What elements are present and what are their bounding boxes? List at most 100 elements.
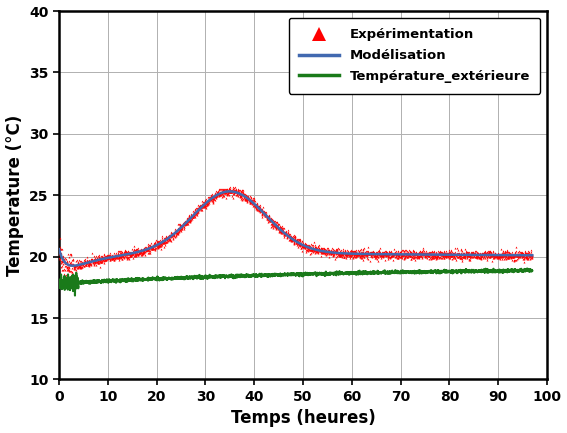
Point: [385, 249, 394, 256]
Point: [119, 254, 128, 261]
Point: [108, 253, 117, 260]
Point: [446, 250, 455, 257]
Point: [460, 251, 469, 258]
Point: [497, 246, 506, 252]
Point: [218, 192, 227, 199]
Point: [402, 251, 411, 258]
Point: [296, 243, 305, 250]
Point: [492, 252, 501, 259]
Point: [354, 247, 363, 254]
Point: [236, 193, 245, 200]
Point: [65, 257, 74, 264]
Point: [214, 192, 223, 199]
Point: [383, 252, 392, 259]
Point: [356, 254, 365, 261]
Point: [219, 185, 228, 192]
Point: [235, 193, 244, 200]
Point: [419, 252, 428, 259]
Point: [230, 187, 239, 194]
Point: [451, 250, 460, 257]
Point: [352, 250, 361, 257]
Point: [395, 253, 404, 260]
Point: [328, 250, 337, 257]
Point: [311, 248, 320, 255]
Point: [309, 246, 318, 253]
Point: [56, 246, 65, 252]
Point: [308, 246, 318, 253]
Point: [212, 188, 221, 195]
Point: [325, 247, 335, 254]
Point: [218, 187, 227, 194]
Point: [187, 216, 196, 223]
Point: [517, 254, 526, 261]
Point: [128, 248, 137, 255]
Point: [210, 190, 219, 197]
Point: [336, 253, 345, 260]
Point: [320, 247, 329, 254]
Point: [510, 252, 519, 259]
Point: [344, 250, 353, 257]
Point: [279, 226, 288, 233]
Point: [490, 253, 500, 260]
Point: [171, 232, 180, 239]
Point: [368, 249, 377, 256]
Point: [268, 220, 277, 227]
Point: [158, 239, 167, 246]
Point: [261, 209, 270, 216]
Point: [138, 251, 147, 258]
Point: [312, 248, 321, 255]
Point: [92, 256, 101, 263]
Point: [270, 223, 280, 230]
Point: [83, 260, 92, 267]
Point: [397, 253, 407, 260]
Point: [456, 252, 466, 259]
Point: [389, 251, 398, 258]
Point: [446, 252, 455, 259]
Point: [399, 248, 408, 255]
Point: [526, 252, 535, 259]
Point: [69, 260, 78, 267]
Point: [398, 251, 407, 258]
Point: [412, 249, 421, 256]
Point: [388, 253, 397, 260]
Point: [185, 213, 194, 220]
Point: [440, 248, 449, 255]
Point: [260, 208, 269, 215]
Point: [301, 248, 310, 255]
Point: [336, 249, 345, 256]
Point: [222, 187, 231, 194]
Point: [399, 251, 408, 258]
Point: [128, 249, 137, 255]
Point: [84, 257, 94, 264]
Point: [266, 215, 276, 222]
Point: [369, 250, 378, 257]
Point: [458, 249, 467, 256]
Point: [405, 252, 414, 259]
Point: [145, 241, 154, 248]
Point: [315, 246, 324, 253]
Point: [264, 216, 273, 223]
Point: [205, 196, 214, 203]
Point: [276, 230, 285, 237]
Point: [137, 246, 146, 253]
Point: [422, 252, 431, 259]
Point: [342, 252, 352, 259]
Point: [471, 252, 480, 259]
Point: [146, 239, 155, 246]
Point: [408, 251, 417, 258]
Point: [63, 263, 72, 270]
Point: [245, 200, 254, 207]
Point: [281, 230, 290, 237]
Point: [359, 252, 369, 259]
Point: [181, 220, 191, 227]
Point: [220, 185, 229, 192]
Point: [75, 265, 84, 271]
Point: [80, 259, 89, 265]
Point: [84, 262, 94, 269]
Point: [527, 255, 536, 262]
Point: [253, 204, 263, 211]
Point: [191, 209, 200, 216]
Point: [353, 251, 362, 258]
Point: [497, 252, 506, 259]
Point: [174, 228, 183, 235]
